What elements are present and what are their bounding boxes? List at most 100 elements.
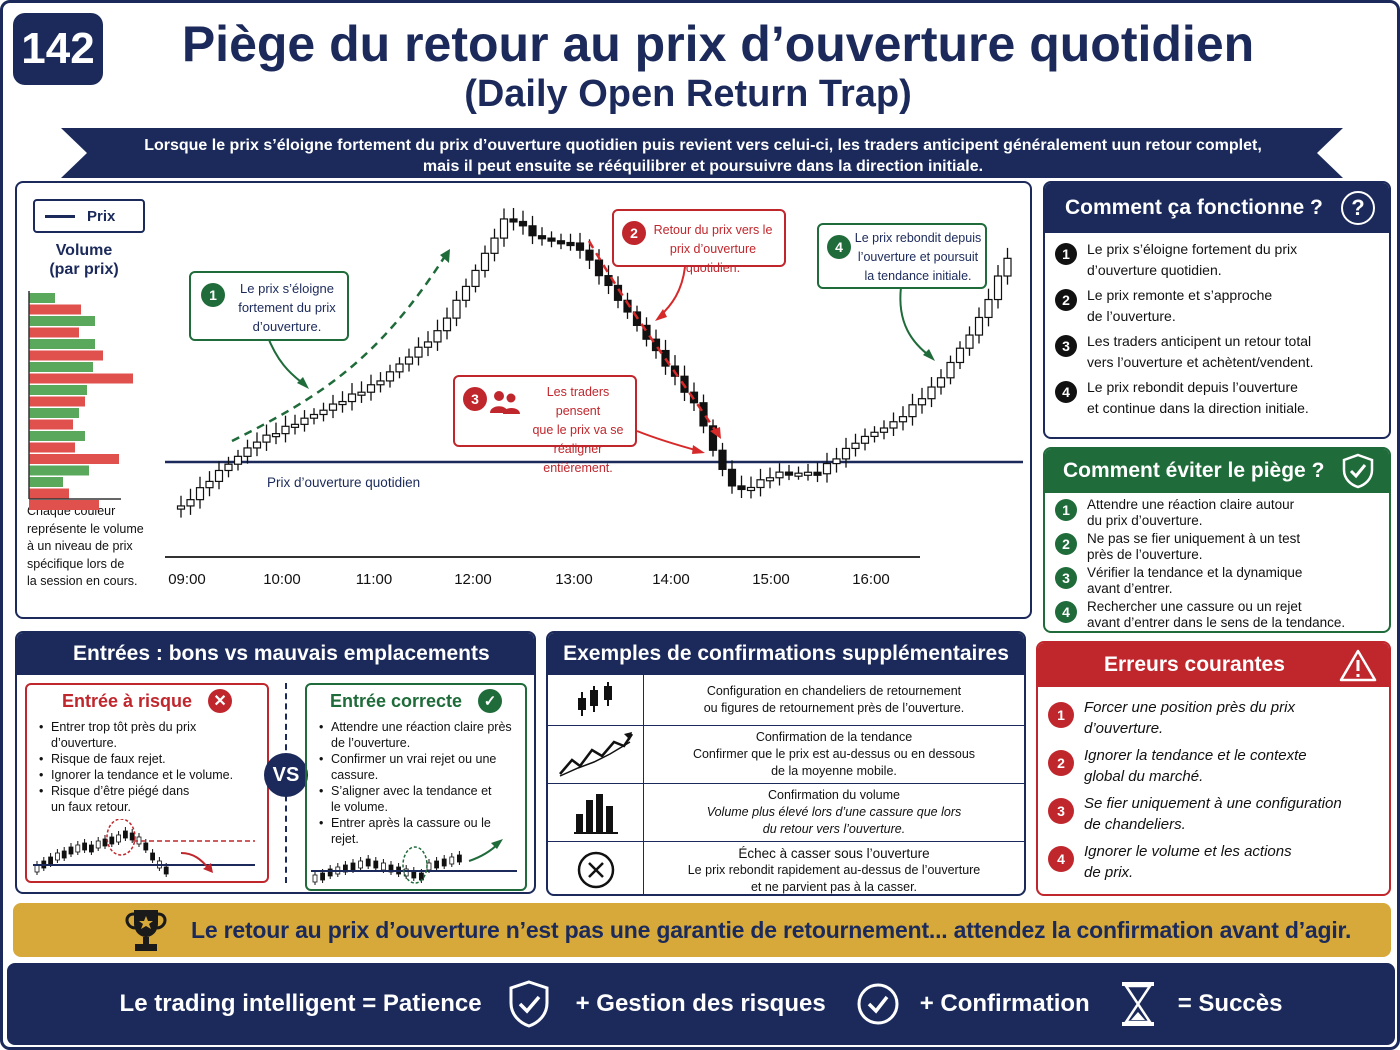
volume-bar <box>29 373 133 384</box>
callout-3-number: 3 <box>463 387 487 411</box>
mini-candle <box>365 858 371 867</box>
avoid-item: 2 Ne pas se fier uniquement à un test près… <box>1055 531 1379 563</box>
avoid-item-number: 3 <box>1055 567 1077 589</box>
mini-candle <box>34 864 40 873</box>
time-label: 16:00 <box>852 571 890 588</box>
candle-body <box>357 391 366 396</box>
footer-part-3: + Confirmation <box>919 990 1090 1017</box>
candle-body <box>271 433 281 438</box>
candle-body <box>480 252 490 272</box>
how-item-number: 2 <box>1055 289 1077 311</box>
return-arrowhead <box>710 427 721 439</box>
candle-body <box>376 380 385 386</box>
vs-badge: VS <box>264 753 308 797</box>
good-entry-box: Entrée correcte ✓ Attendre une réaction … <box>305 683 527 891</box>
time-label: 12:00 <box>454 571 492 588</box>
avoid-list: 1 Attendre une réaction claire autour du p… <box>1045 493 1389 631</box>
bad-entry-item: Risque de faux rejet. <box>39 751 261 767</box>
footer-part-1: Le trading intelligent = Patience <box>119 990 482 1017</box>
confirmations-title: Exemples de confirmations supplémentaire… <box>563 642 1009 665</box>
candle-body <box>822 462 832 475</box>
time-label: 09:00 <box>168 571 206 588</box>
volume-bar <box>29 419 73 430</box>
candle-body <box>395 363 404 373</box>
time-label: 15:00 <box>752 571 790 588</box>
candle-body <box>993 275 1003 301</box>
error-item-number: 4 <box>1048 846 1074 872</box>
callout-1-number: 1 <box>201 283 225 307</box>
avoid-item-text: près de l’ouverture. <box>1087 547 1203 562</box>
mini-candle <box>419 872 424 881</box>
candle-body <box>309 413 319 419</box>
volume-bar <box>29 465 89 476</box>
candle-body <box>927 386 936 400</box>
candle-body <box>955 347 965 364</box>
error-item: 2 Ignorer la tendance et le contexte globa… <box>1048 745 1379 787</box>
candle-body <box>300 417 309 425</box>
mini-candle <box>109 836 115 845</box>
avoid-item: 1 Attendre une réaction claire autour du p… <box>1055 497 1379 529</box>
chart-legend: Prix <box>33 199 145 233</box>
bad-entry-header: Entrée à risque ✕ <box>27 685 267 717</box>
candle-body <box>366 384 376 393</box>
warning-banner: Le retour au prix d’ouverture n’est pas … <box>13 903 1391 957</box>
mini-candle <box>434 860 439 869</box>
good-entry-item: Attendre une réaction claire près de l’o… <box>319 719 519 751</box>
mini-candle <box>373 860 379 869</box>
confirmation-text: Volume plus élevé lors d’une cassure que… <box>706 805 962 819</box>
confirmations-panel: Exemples de confirmations supplémentaire… <box>546 631 1026 896</box>
callout-3-line: Les traders pensent <box>546 385 610 418</box>
legend-label: Prix <box>87 207 116 225</box>
callout-1-line: fortement du prix <box>238 300 336 315</box>
confirmation-text: et ne parvient pas à la casser. <box>750 879 918 894</box>
candle-body <box>471 269 480 288</box>
mini-candle <box>163 866 169 875</box>
volume-note: Chaque couleur représente le volume à un… <box>27 503 157 591</box>
how-item: 2 Le prix remonte et s’approche de l’ouver… <box>1055 285 1379 327</box>
mini-candle <box>320 872 326 881</box>
volume-title: Volume (par prix) <box>31 241 137 279</box>
candle-body <box>765 477 775 482</box>
callout-1-arrowhead <box>297 377 309 389</box>
hourglass-icon <box>1121 982 1154 1026</box>
page-title: Piège du retour au prix d’ouverture quot… <box>181 16 1255 72</box>
error-item-text: Ignorer la tendance et le contexte <box>1084 747 1307 764</box>
shield-check-icon <box>1342 453 1374 489</box>
candle-body <box>547 237 556 242</box>
callout-1-pointer <box>266 334 306 386</box>
volume-note-line: spécifique lors de <box>27 556 125 571</box>
intro-text: Lorsque le prix s’éloigne fortement du p… <box>93 135 1313 177</box>
candle-body <box>965 334 974 349</box>
how-item: 3 Les traders anticipent un retour total v… <box>1055 331 1379 373</box>
confirmation-title: Confirmation du volume <box>767 788 900 802</box>
mini-candle <box>441 858 447 867</box>
callout-4-line: la tendance initiale. <box>864 269 972 283</box>
errors-panel: Erreurs courantes 1 Forcer une position p… <box>1036 641 1391 896</box>
how-item: 1 Le prix s’éloigne fortement du prix d’ou… <box>1055 239 1379 281</box>
how-item-text: Le prix s’éloigne fortement du prix <box>1087 241 1298 257</box>
mini-candle <box>54 852 60 861</box>
candle-body <box>661 349 670 367</box>
avoid-item-number: 4 <box>1055 601 1077 623</box>
candle-body <box>319 409 328 416</box>
candle-body <box>784 471 794 476</box>
callout-2-arrowhead <box>655 309 667 321</box>
candle-body <box>727 468 737 487</box>
avoid-panel: Comment éviter le piège ? 1 Attendre une … <box>1043 447 1391 633</box>
mini-candle <box>358 860 363 869</box>
bad-entry-list: Entrer trop tôt près du prix d’ouverture… <box>27 717 267 815</box>
good-entry-title: Entrée correcte <box>329 690 463 711</box>
candle-body <box>566 241 575 247</box>
candle-body <box>452 299 461 319</box>
callout-3-arrowhead <box>692 445 705 454</box>
mini-candle <box>312 874 318 883</box>
confirmation-row: Confirmation de la tendance Confirmer que… <box>548 725 1024 783</box>
volume-title-2: (par prix) <box>49 261 119 278</box>
error-item-text: de chandeliers. <box>1084 816 1186 833</box>
mini-candle <box>350 862 356 871</box>
how-item-number: 3 <box>1055 335 1077 357</box>
candle-body <box>442 317 452 332</box>
volume-bars-icon <box>548 784 644 841</box>
candlesticks <box>176 207 1012 518</box>
